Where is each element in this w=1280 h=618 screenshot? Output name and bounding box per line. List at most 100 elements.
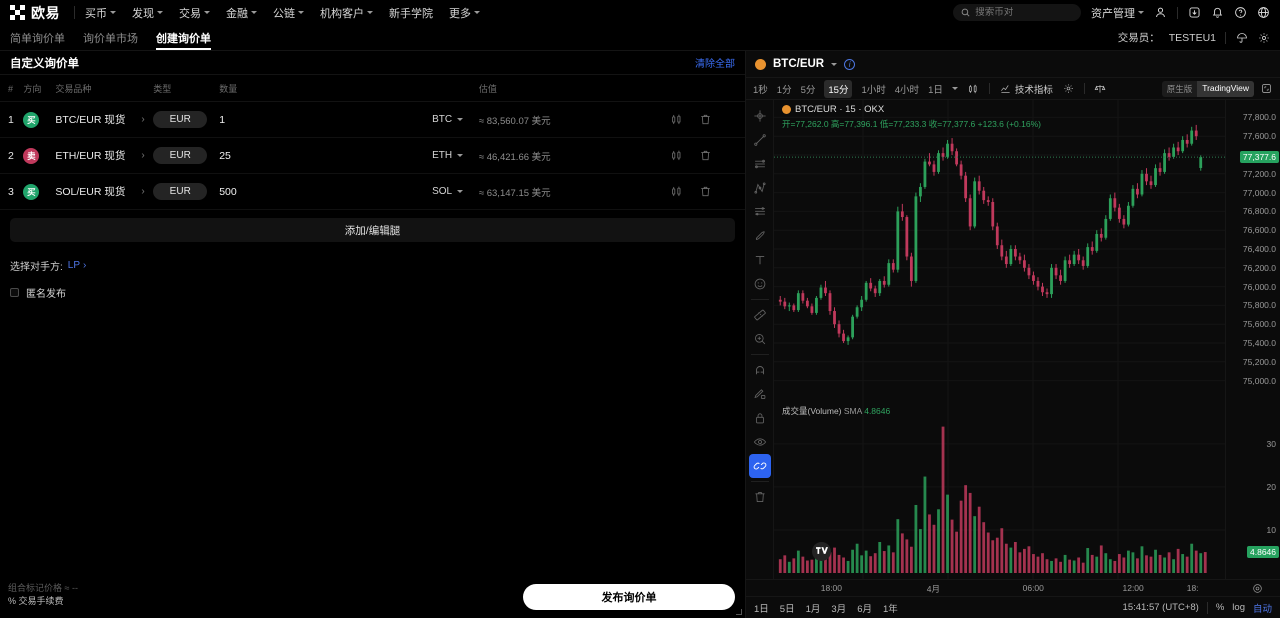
nav-item-discover[interactable]: 发现 — [132, 5, 163, 21]
price-axis[interactable]: 77,800.077,600.077,400.077,200.077,000.0… — [1225, 100, 1280, 579]
type-pill[interactable]: EUR — [153, 111, 208, 128]
candlestick-icon[interactable] — [670, 149, 683, 162]
row-type[interactable]: EUR — [153, 173, 220, 210]
emoji-icon[interactable] — [749, 272, 771, 296]
crosshair-icon[interactable] — [749, 104, 771, 128]
row-quantity[interactable]: 1 — [219, 101, 433, 138]
range-6mo[interactable]: 6月 — [857, 603, 872, 615]
publish-rfq-button[interactable]: 发布询价单 — [523, 584, 735, 610]
fullscreen-icon[interactable] — [1260, 82, 1273, 95]
nav-item-institutional[interactable]: 机构客户 — [320, 5, 373, 21]
delete-icon[interactable] — [699, 113, 712, 126]
tab-simple-rfq[interactable]: 简单询价单 — [10, 25, 65, 50]
eye-icon[interactable] — [749, 430, 771, 454]
currency-dropdown[interactable]: BTC — [432, 114, 479, 125]
tab-rfq-market[interactable]: 询价单市场 — [83, 25, 138, 50]
anonymous-checkbox[interactable] — [10, 288, 19, 297]
row-symbol[interactable]: BTC/EUR 现货 › — [55, 101, 154, 138]
time-axis[interactable]: 18:00 4月 06:00 12:00 18: — [746, 579, 1280, 596]
range-1d[interactable]: 1日 — [754, 603, 769, 615]
globe-icon[interactable] — [1257, 6, 1270, 19]
lock-icon[interactable] — [749, 406, 771, 430]
timeframe-1h[interactable]: 1小时 — [861, 84, 886, 96]
row-symbol[interactable]: ETH/EUR 现货 › — [55, 137, 154, 174]
measure-ruler-icon[interactable] — [749, 303, 771, 327]
range-3mo[interactable]: 3月 — [831, 603, 847, 615]
magnet-icon[interactable] — [749, 358, 771, 382]
compare-icon[interactable] — [1094, 82, 1107, 95]
row-quantity[interactable]: 500 — [219, 173, 433, 210]
symbol-selector[interactable]: ETH/EUR 现货 › — [55, 148, 153, 163]
currency-dropdown[interactable]: SOL — [432, 186, 479, 197]
nav-item-more[interactable]: 更多 — [449, 5, 480, 21]
candlestick-icon[interactable] — [670, 113, 683, 126]
timeframe-1m[interactable]: 1分 — [776, 84, 792, 96]
resize-grip[interactable] — [736, 609, 742, 615]
timeframe-4h[interactable]: 4小时 — [894, 84, 920, 96]
row-currency[interactable]: BTC — [432, 101, 479, 138]
symbol-selector[interactable]: BTC/EUR 现货 › — [55, 112, 153, 127]
timeframe-5m[interactable]: 5分 — [800, 84, 816, 96]
nav-item-buy-crypto[interactable]: 买币 — [85, 5, 116, 21]
quantity-input[interactable]: 1 — [219, 113, 226, 126]
type-pill[interactable]: EUR — [153, 147, 208, 164]
nav-item-chain[interactable]: 公链 — [273, 5, 304, 21]
fib-pitchfork-icon[interactable] — [749, 176, 771, 200]
counterparty-selector[interactable]: LP › — [68, 260, 87, 271]
row-currency[interactable]: ETH — [432, 137, 479, 174]
tradingview-logo[interactable] — [812, 542, 831, 561]
search-box[interactable] — [953, 4, 1081, 21]
draw-mode-icon[interactable] — [749, 382, 771, 406]
delete-icon[interactable] — [699, 185, 712, 198]
info-icon[interactable]: i — [844, 58, 856, 70]
download-icon[interactable] — [1188, 6, 1201, 19]
row-side[interactable]: 买 — [23, 173, 56, 210]
chevron-down-icon[interactable] — [951, 87, 958, 90]
candlestick-icon[interactable] — [670, 185, 683, 198]
currency-dropdown[interactable]: ETH — [432, 150, 479, 161]
symbol-selector[interactable]: SOL/EUR 现货 › — [55, 184, 153, 199]
trash-icon[interactable] — [749, 485, 771, 509]
mode-native[interactable]: 原生版 — [1166, 83, 1193, 94]
range-5d[interactable]: 5日 — [779, 603, 795, 615]
brush-icon[interactable] — [749, 224, 771, 248]
side-badge-sell[interactable]: 卖 — [23, 147, 40, 164]
bell-icon[interactable] — [1211, 6, 1224, 19]
asset-management-menu[interactable]: 资产管理 — [1091, 5, 1144, 21]
chart-type-icon[interactable] — [967, 82, 980, 95]
add-edit-leg-button[interactable]: 添加/编辑腿 — [10, 218, 735, 242]
auto-scale-button[interactable]: 自动 — [1252, 603, 1272, 615]
mode-tradingview[interactable]: TradingView — [1197, 80, 1254, 97]
type-pill[interactable]: EUR — [153, 183, 208, 200]
range-1y[interactable]: 1年 — [882, 603, 898, 615]
chevron-down-icon[interactable] — [831, 62, 838, 66]
quantity-input[interactable]: 500 — [219, 185, 237, 198]
fib-retracement-icon[interactable] — [749, 200, 771, 224]
timeframe-15m[interactable]: 15分 — [824, 79, 853, 98]
row-type[interactable]: EUR — [153, 101, 220, 138]
zoom-in-icon[interactable] — [749, 327, 771, 351]
tab-create-rfq[interactable]: 创建询价单 — [156, 25, 211, 50]
help-icon[interactable] — [1234, 6, 1247, 19]
gear-icon[interactable] — [1062, 82, 1075, 95]
time-settings-icon[interactable] — [1251, 582, 1264, 595]
gear-icon[interactable] — [1257, 31, 1270, 44]
row-type[interactable]: EUR — [153, 137, 220, 174]
timeframe-1d[interactable]: 1日 — [928, 84, 943, 96]
chart-canvas[interactable]: BTC/EUR · 15 · OKX 开=77,262.0 高=77,396.1… — [774, 100, 1225, 579]
row-symbol[interactable]: SOL/EUR 现货 › — [55, 173, 154, 210]
range-1mo[interactable]: 1月 — [805, 603, 821, 615]
quantity-input[interactable]: 25 — [219, 149, 231, 162]
row-currency[interactable]: SOL — [432, 173, 479, 210]
trend-line-icon[interactable] — [749, 128, 771, 152]
log-scale-button[interactable]: log — [1232, 602, 1245, 613]
okx-logo[interactable]: 欧易 — [10, 3, 60, 23]
side-badge-buy[interactable]: 买 — [23, 111, 40, 128]
user-icon[interactable] — [1154, 6, 1167, 19]
nav-item-finance[interactable]: 金融 — [226, 5, 257, 21]
indicators-button[interactable]: 技术指标 — [999, 82, 1053, 96]
horizontal-lines-icon[interactable] — [749, 152, 771, 176]
side-badge-buy[interactable]: 买 — [23, 183, 40, 200]
clear-all-button[interactable]: 清除全部 — [695, 59, 735, 70]
percent-scale-button[interactable]: % — [1215, 602, 1225, 613]
